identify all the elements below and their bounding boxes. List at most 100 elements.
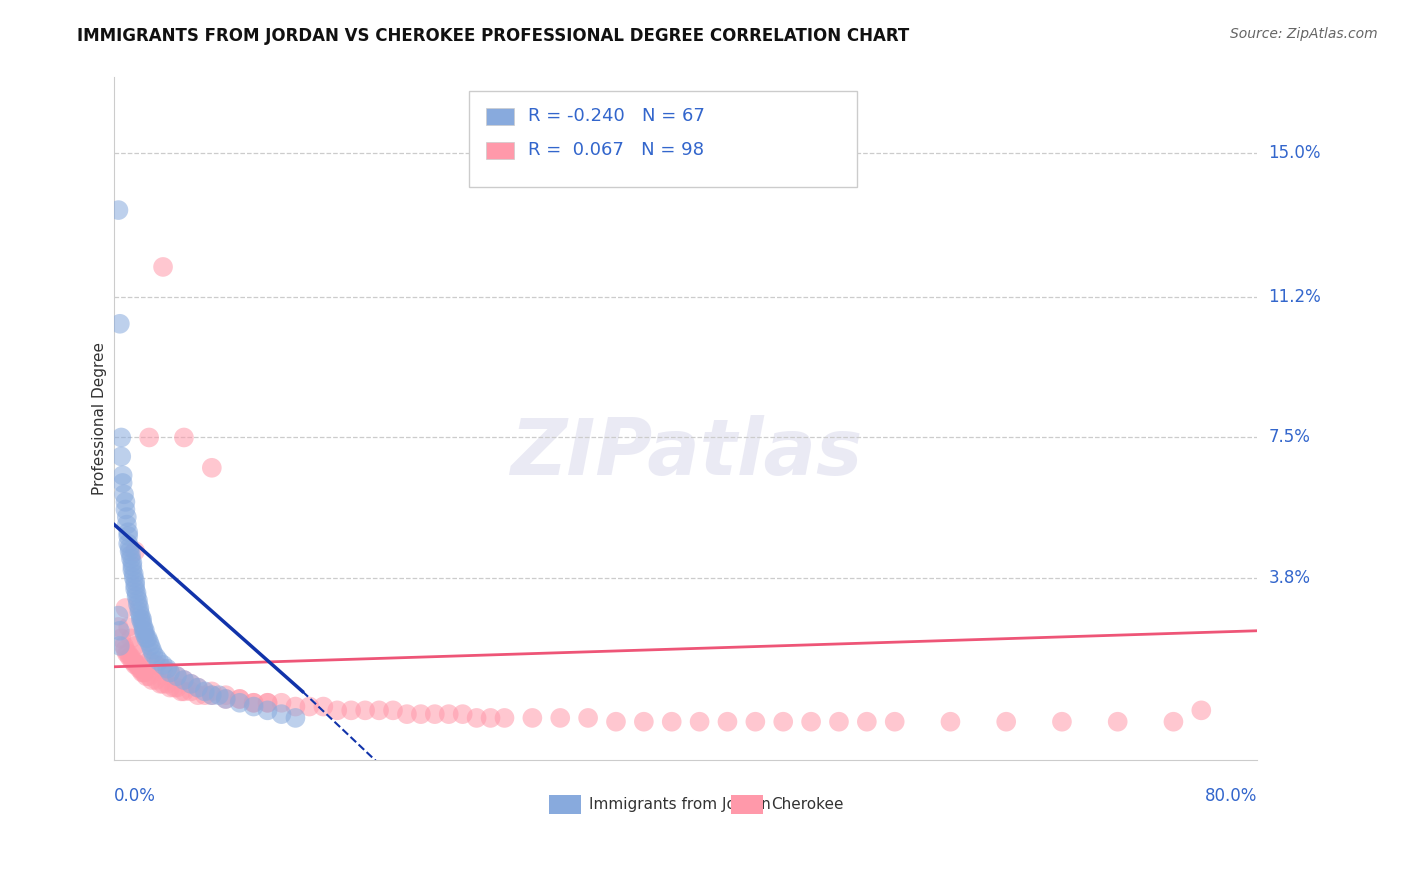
- Point: [166, 681, 188, 695]
- Point: [173, 673, 195, 687]
- Point: [110, 430, 132, 444]
- Point: [129, 662, 152, 676]
- Point: [479, 711, 502, 725]
- Point: [121, 559, 143, 574]
- Point: [1107, 714, 1129, 729]
- Point: [256, 696, 278, 710]
- Point: [127, 597, 149, 611]
- Point: [125, 590, 148, 604]
- Point: [689, 714, 711, 729]
- Point: [117, 536, 139, 550]
- Point: [228, 696, 250, 710]
- Point: [124, 657, 146, 672]
- Point: [159, 681, 181, 695]
- Point: [548, 711, 571, 725]
- Point: [125, 586, 148, 600]
- Point: [117, 525, 139, 540]
- Point: [107, 620, 129, 634]
- Point: [136, 632, 159, 646]
- Point: [256, 703, 278, 717]
- Point: [122, 654, 145, 668]
- Point: [118, 544, 141, 558]
- Point: [242, 696, 264, 710]
- Point: [163, 681, 186, 695]
- Point: [152, 260, 174, 274]
- Point: [201, 688, 224, 702]
- Point: [108, 639, 131, 653]
- Text: 80.0%: 80.0%: [1205, 787, 1257, 805]
- Point: [139, 639, 162, 653]
- Point: [201, 460, 224, 475]
- Point: [312, 699, 335, 714]
- Text: R =  0.067   N = 98: R = 0.067 N = 98: [529, 142, 704, 160]
- Point: [117, 647, 139, 661]
- Point: [131, 616, 153, 631]
- Point: [1163, 714, 1185, 729]
- Text: Source: ZipAtlas.com: Source: ZipAtlas.com: [1230, 27, 1378, 41]
- Point: [522, 711, 544, 725]
- Point: [138, 430, 160, 444]
- Point: [122, 571, 145, 585]
- Point: [270, 707, 292, 722]
- Point: [939, 714, 962, 729]
- Point: [131, 647, 153, 661]
- Point: [152, 657, 174, 672]
- Point: [110, 450, 132, 464]
- Point: [437, 707, 460, 722]
- Point: [187, 688, 209, 702]
- Point: [1189, 703, 1212, 717]
- Point: [148, 654, 170, 668]
- Point: [121, 556, 143, 570]
- Point: [120, 548, 142, 562]
- Point: [135, 632, 157, 646]
- Point: [409, 707, 432, 722]
- Point: [124, 544, 146, 558]
- Point: [494, 711, 516, 725]
- Point: [132, 665, 155, 680]
- Point: [576, 711, 599, 725]
- Point: [128, 601, 150, 615]
- Point: [118, 541, 141, 555]
- Point: [107, 203, 129, 218]
- Point: [145, 673, 167, 687]
- Text: Cherokee: Cherokee: [772, 797, 844, 812]
- FancyBboxPatch shape: [485, 108, 515, 125]
- Point: [108, 624, 131, 638]
- Point: [152, 677, 174, 691]
- Point: [382, 703, 405, 717]
- Point: [215, 692, 238, 706]
- Point: [173, 673, 195, 687]
- Point: [242, 699, 264, 714]
- Point: [111, 475, 134, 490]
- Point: [124, 574, 146, 589]
- Point: [114, 502, 136, 516]
- Point: [159, 665, 181, 680]
- Point: [180, 677, 202, 691]
- Text: 7.5%: 7.5%: [1268, 428, 1310, 447]
- Point: [354, 703, 377, 717]
- Point: [125, 657, 148, 672]
- Point: [995, 714, 1018, 729]
- Text: ZIPatlas: ZIPatlas: [509, 415, 862, 491]
- Y-axis label: Professional Degree: Professional Degree: [93, 342, 107, 495]
- Point: [856, 714, 879, 729]
- Point: [129, 608, 152, 623]
- Point: [208, 688, 231, 702]
- Point: [134, 627, 156, 641]
- Point: [110, 632, 132, 646]
- Point: [605, 714, 627, 729]
- Point: [340, 703, 363, 717]
- Point: [661, 714, 683, 729]
- Point: [114, 495, 136, 509]
- Point: [138, 669, 160, 683]
- Point: [112, 487, 135, 501]
- Text: 15.0%: 15.0%: [1268, 145, 1322, 162]
- Point: [187, 681, 209, 695]
- Point: [131, 612, 153, 626]
- Point: [149, 677, 172, 691]
- FancyBboxPatch shape: [731, 795, 763, 814]
- Point: [132, 620, 155, 634]
- Point: [145, 650, 167, 665]
- Point: [141, 673, 163, 687]
- Point: [114, 642, 136, 657]
